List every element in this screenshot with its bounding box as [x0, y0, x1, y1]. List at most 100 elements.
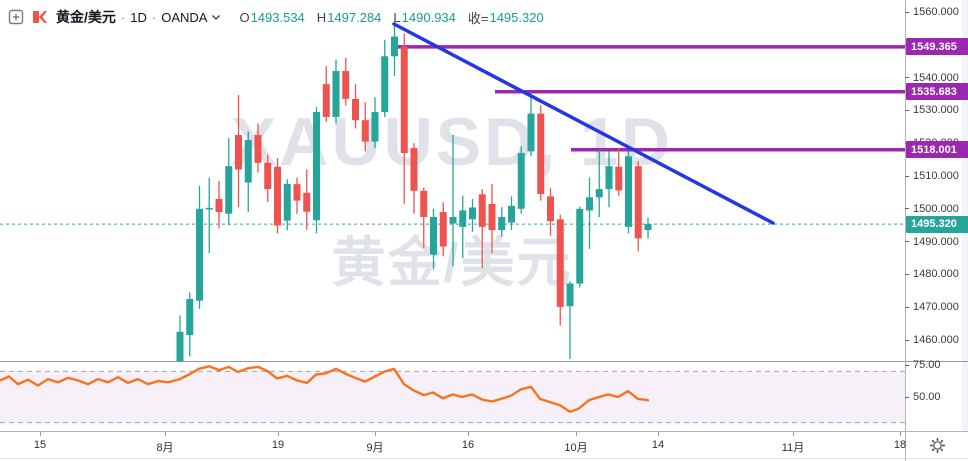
candle-body: [537, 113, 545, 195]
chart-plot-area[interactable]: [0, 0, 905, 432]
candle-body: [449, 217, 457, 224]
time-tick-label: 16: [461, 439, 475, 451]
tick-dash: [905, 273, 909, 275]
time-tick-label: 10月: [564, 442, 588, 454]
tick-dash: [905, 396, 909, 398]
candle-body: [235, 135, 242, 170]
tick-label: 1500.000: [913, 202, 959, 215]
tick-label: 1470.000: [913, 301, 959, 314]
candle-body: [332, 71, 340, 117]
time-axis[interactable]: 15 8月 19 9月 16 10月 14 11月 18: [0, 432, 906, 459]
add-symbol-icon[interactable]: [8, 9, 24, 25]
candle-body: [488, 203, 496, 231]
price-tick: 1470.000: [905, 301, 959, 313]
instrument-logo-icon: [32, 9, 48, 25]
level-price-badge: 1535.683: [906, 83, 968, 101]
pane-separator[interactable]: [0, 361, 968, 362]
price-tick: 1540.000: [905, 72, 959, 84]
candle-body: [625, 156, 632, 227]
candle-body: [644, 224, 652, 231]
gear-icon[interactable]: [929, 437, 946, 454]
time-tick-dash: [900, 432, 901, 436]
candle-body: [342, 71, 350, 99]
candle-body: [215, 198, 223, 213]
open-label: O: [239, 9, 250, 25]
high-value: 1497.284: [327, 9, 382, 25]
tick-dash: [905, 77, 909, 79]
tick-label: 1490.000: [913, 235, 959, 248]
time-tick-label: 9月: [366, 442, 384, 454]
tick-label: 1460.000: [913, 334, 959, 346]
candle-body: [244, 139, 252, 183]
price-axis[interactable]: 1560.0001550.0001540.0001530.0001520.000…: [905, 0, 968, 432]
tick-dash: [905, 241, 909, 243]
chart-header: 黄金/美元 · 1D · OANDA O 1493.534 H 1497.284 L…: [8, 6, 544, 28]
candle-body: [313, 112, 320, 221]
candle-body: [254, 135, 262, 163]
rsi-band: [0, 371, 905, 423]
candle-body: [176, 331, 184, 362]
candlestick-series: [176, 21, 652, 362]
interval-selector[interactable]: 1D: [130, 9, 147, 25]
time-tick-label: 14: [651, 439, 665, 451]
price-axis-border: [905, 0, 906, 461]
price-tick: 1490.000: [905, 236, 959, 248]
symbol-title[interactable]: 黄金/美元: [56, 9, 116, 25]
time-tick-label: 8月: [156, 442, 174, 454]
rsi-line[interactable]: [0, 365, 650, 413]
axis-settings-corner[interactable]: [906, 432, 968, 459]
tick-dash: [905, 175, 909, 177]
candle-body: [205, 207, 213, 210]
time-tick-dash: [40, 432, 41, 436]
candle-body: [517, 153, 525, 209]
candle-body: [371, 112, 379, 142]
watermark-symbol: XAUUSD, 1D: [231, 104, 673, 180]
rsi-pane: [0, 365, 905, 424]
tick-label: 1560.000: [913, 6, 959, 18]
candle-body: [196, 208, 203, 301]
chevron-down-icon[interactable]: [211, 14, 221, 21]
price-tick: 1500.000: [905, 203, 959, 215]
header-separator: ·: [151, 9, 157, 25]
exchange-label[interactable]: OANDA: [161, 9, 208, 25]
close-value: 1495.320: [489, 9, 544, 25]
bottom-border: [0, 458, 968, 459]
candle-body: [391, 36, 398, 57]
candle-body: [186, 299, 194, 336]
candle-body: [283, 183, 291, 221]
price-pane: [0, 21, 905, 362]
price-tick: 1480.000: [905, 268, 959, 280]
candle-body: [439, 212, 447, 247]
high-label: H: [316, 9, 327, 25]
tick-dash: [905, 364, 909, 366]
low-value: 1490.934: [401, 9, 456, 25]
ohlc-readout: O 1493.534 H 1497.284 L 1490.934 收= 1495.320: [239, 8, 543, 27]
candle-body: [469, 207, 476, 220]
price-tick: 1560.000: [905, 6, 959, 18]
price-tick: 1460.000: [905, 334, 959, 346]
time-tick-label: 11月: [781, 442, 805, 454]
candle-body: [566, 283, 574, 307]
level-price-badge: 1549.365: [906, 38, 968, 56]
tick-label: 50.00: [913, 391, 941, 403]
candle-body: [586, 197, 593, 211]
candle-body: [576, 208, 584, 284]
time-tick-dash: [576, 432, 577, 436]
price-tick: 50.00: [905, 391, 941, 403]
time-tick-dash: [165, 432, 166, 436]
candle-body: [605, 166, 613, 190]
watermark-symbol-cn: 黄金/美元: [331, 233, 573, 293]
candle-body: [400, 46, 408, 154]
tick-dash: [905, 306, 909, 308]
tick-dash: [905, 11, 909, 13]
candle-body: [615, 166, 623, 191]
candle-body: [322, 84, 330, 117]
tick-dash: [905, 109, 909, 111]
price-tick: 1530.000: [905, 104, 959, 116]
candle-body: [547, 196, 554, 222]
candle-body: [527, 113, 535, 152]
trendline-drawing[interactable]: [392, 22, 775, 225]
candle-body: [225, 166, 233, 214]
candle-body: [352, 98, 359, 121]
candle-body: [410, 148, 418, 191]
